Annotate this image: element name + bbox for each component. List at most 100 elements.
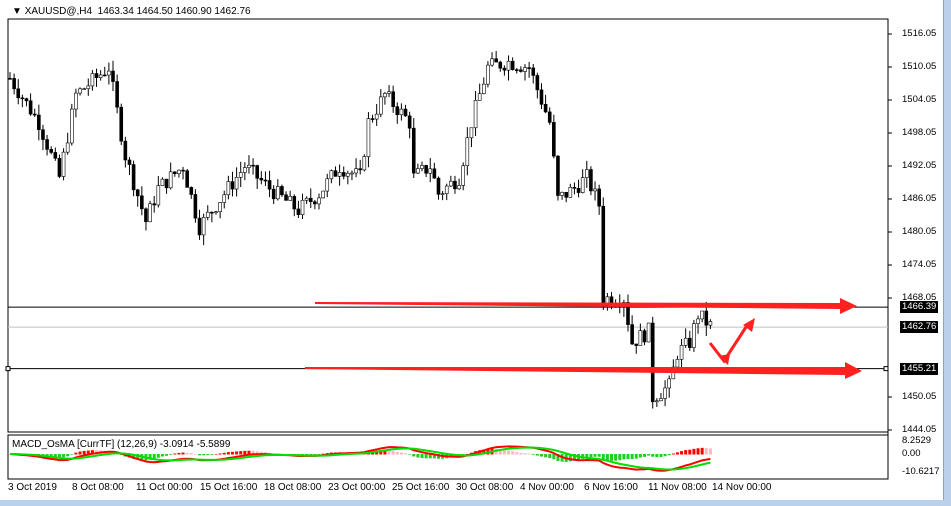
macd-histogram-bar [531,454,535,455]
candle-body [411,127,416,174]
macd-histogram-bar [57,454,61,458]
candle-body [127,159,132,165]
candle-body [181,169,185,172]
time-label: 3 Oct 2019 [8,482,57,493]
candle-body [543,104,548,113]
candle-body [650,322,655,403]
macd-histogram-bar [519,452,523,455]
candle-body [535,75,540,91]
candle-body [514,69,519,71]
macd-histogram-bar [321,453,325,455]
candle-body [626,302,630,325]
macd-histogram-bar [404,453,408,455]
macd-histogram-bar [78,451,82,455]
candle-body [704,310,709,326]
candle-body [366,118,371,157]
candle-body [700,310,704,320]
candle-body [547,111,552,123]
candle-body [420,165,424,169]
candle-body [226,181,231,196]
candle-body [568,187,573,198]
candle-body [337,172,342,177]
line-handle [5,366,11,372]
macd-histogram-bar [243,450,247,455]
candle-body [284,194,288,201]
candle-body [12,78,16,90]
macd-histogram-bar [251,450,255,455]
candle-body [156,185,161,206]
macd-histogram-bar [647,454,651,456]
candle-body [313,201,317,205]
macd-histogram-bar [589,454,593,458]
candle-body [214,211,218,213]
candle-body [189,187,194,195]
candle-body [247,164,251,168]
candle-body [259,177,264,181]
candle-body [387,91,391,94]
candle-body [119,106,124,142]
candle-body [115,81,119,108]
candle-body [663,387,667,399]
candle-body [473,100,478,129]
macd-histogram-bar [49,454,53,458]
candle-body [70,108,74,144]
macd-histogram-bar [395,451,399,455]
macd-histogram-bar [214,453,218,455]
candle-body [86,85,91,90]
macd-histogram-bar [585,454,589,458]
level-price-tag: 1455.21 [900,362,939,375]
candle-body [197,217,202,236]
macd-histogram-bar [638,454,642,458]
macd-histogram-bar [239,451,243,455]
macd-line [9,445,711,472]
candle-body [675,359,680,368]
candle-body [28,100,33,115]
candle-body [399,108,404,116]
macd-histogram-bar [684,450,688,455]
candle-body [391,91,395,107]
candle-body [646,322,651,343]
candle-body [300,199,305,215]
macd-histogram-bar [412,454,416,457]
macd-histogram-bar [527,453,531,455]
candle-body [692,323,696,348]
candle-body [687,337,692,348]
macd-histogram-bar [618,454,622,461]
candle-body [288,196,292,201]
candle-body [308,197,313,203]
candle-body [494,58,498,63]
dropdown-icon[interactable]: ▼ [12,6,25,17]
candle-body [238,172,243,178]
candle-body [49,149,54,153]
macd-axis-label: 8.2529 [902,435,932,446]
candle-body [457,185,461,190]
macd-histogram-bar [692,448,696,455]
ohlc-values: 1463.34 1464.50 1460.90 1462.76 [97,6,251,17]
symbol-label: XAUUSD@,H4 [24,6,93,17]
candle-body [329,170,334,180]
candle-body [16,88,21,99]
time-label: 8 Oct 08:00 [72,482,124,493]
macd-histogram-bar [222,452,226,455]
candle-body [271,188,276,200]
candle-body [593,188,597,192]
macd-histogram-bar [177,452,181,455]
candle-body [564,191,569,198]
price-label: 1486.05 [902,193,937,204]
candle-body [350,172,354,175]
signal-line [9,446,711,471]
candle-body [469,127,474,139]
candle-body [317,197,321,205]
macd-histogram-bar [62,454,66,458]
macd-histogram-bar [680,451,684,455]
candle-body [325,178,330,192]
macd-histogram-bar [247,450,251,455]
candle-body [642,330,647,343]
macd-histogram-bar [556,454,560,461]
candle-body [424,165,428,174]
macd-histogram-bar [428,454,432,459]
macd-histogram-bar [230,451,234,455]
candle-body [374,113,379,120]
